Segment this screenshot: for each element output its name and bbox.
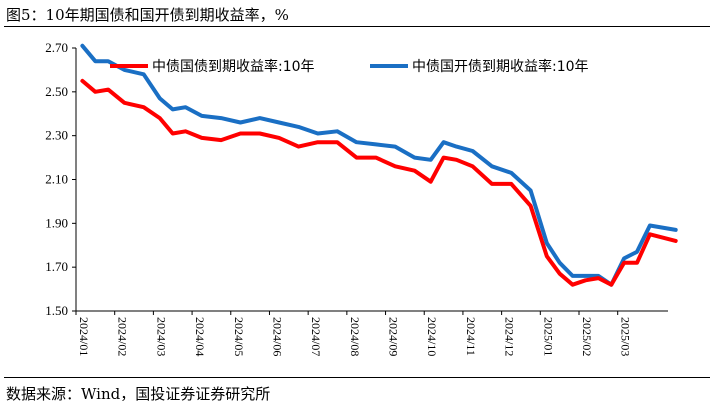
- y-tick-label: 2.50: [45, 84, 68, 99]
- x-tick-label: 2024/09: [387, 317, 401, 356]
- x-tick-label: 2024/02: [116, 317, 130, 356]
- x-tick-label: 2024/10: [425, 317, 439, 356]
- x-tick-label: 2024/08: [348, 317, 362, 356]
- y-tick-label: 2.30: [45, 128, 68, 143]
- y-tick-label: 1.50: [45, 303, 68, 318]
- y-tick-label: 1.70: [45, 259, 68, 274]
- x-tick-label: 2025/02: [580, 317, 594, 356]
- y-tick-label: 1.90: [45, 215, 68, 230]
- x-tick-label: 2024/07: [309, 317, 323, 356]
- x-tick-label: 2024/05: [232, 317, 246, 356]
- y-tick-label: 2.70: [45, 40, 68, 55]
- x-tick-label: 2024/01: [77, 317, 91, 356]
- series-lines: [80, 43, 678, 287]
- line-chart: 1.501.701.902.102.302.502.70 2024/01 2024…: [45, 40, 678, 356]
- legend-label: 中债国债到期收益率:10年: [152, 58, 315, 75]
- x-axis: 2024/01 2024/02 2024/03 2024/04 2024/05 2024/…: [75, 310, 668, 356]
- x-tick-label: 2025/01: [541, 317, 555, 356]
- legend-label: 中债国开债到期收益率:10年: [412, 58, 589, 75]
- x-tick-label: 2024/03: [154, 317, 168, 356]
- x-tick-label: 2024/04: [193, 317, 207, 356]
- legend: 中债国债到期收益率:10年 中债国开债到期收益率:10年: [110, 58, 589, 75]
- y-tick-label: 2.10: [45, 172, 68, 187]
- title-divider: [4, 26, 710, 27]
- y-axis: 1.50 1.70 1.90 2.10 2.30 2.50 2.70: [45, 40, 77, 318]
- source-divider: [4, 377, 710, 378]
- series-line-govt-10y: [80, 78, 678, 287]
- x-tick-label: 2024/11: [464, 317, 478, 356]
- x-tick-label: 2025/03: [619, 317, 633, 356]
- series-line-cdb-10y: [80, 43, 678, 287]
- x-tick-label: 2024/06: [270, 317, 284, 356]
- x-tick-label: 2024/12: [503, 317, 517, 356]
- chart-title: 图5：10年期国债和国开债到期收益率，%: [6, 6, 289, 24]
- source-note: 数据来源：Wind，国投证券证券研究所: [6, 385, 271, 403]
